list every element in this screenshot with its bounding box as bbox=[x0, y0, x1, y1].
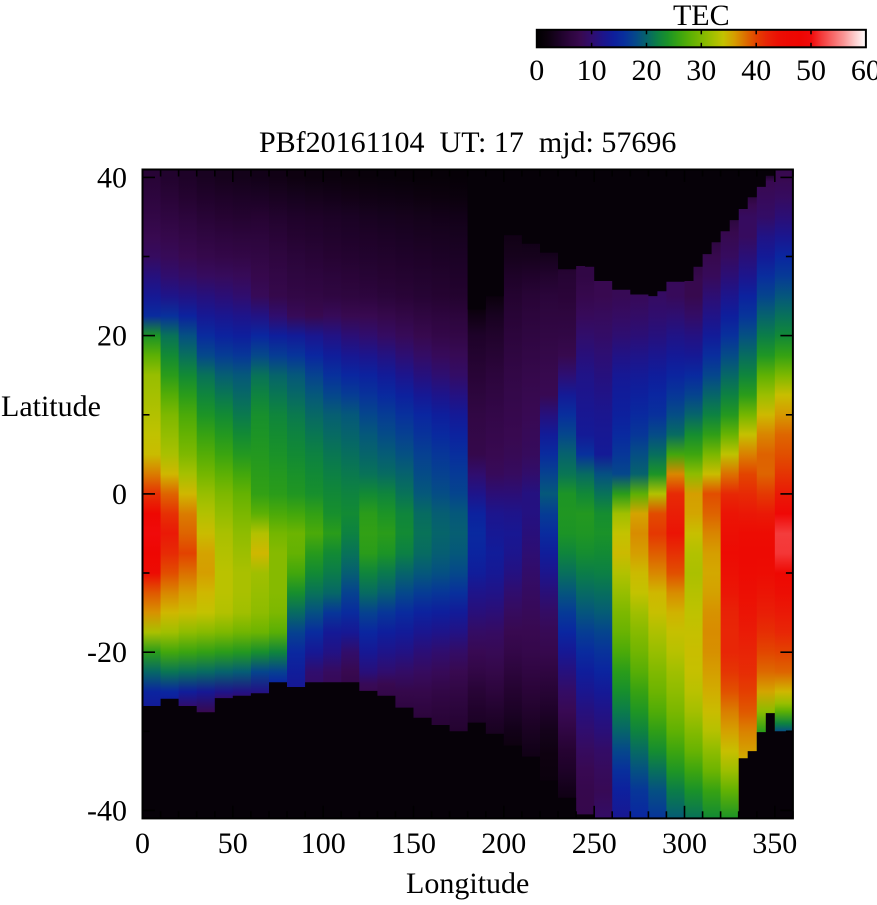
svg-text:300: 300 bbox=[662, 827, 707, 860]
svg-text:100: 100 bbox=[301, 827, 346, 860]
svg-text:-20: -20 bbox=[87, 636, 127, 669]
svg-text:-40: -40 bbox=[87, 794, 127, 827]
svg-text:30: 30 bbox=[686, 54, 716, 87]
svg-text:TEC: TEC bbox=[673, 0, 730, 32]
svg-text:60: 60 bbox=[851, 54, 877, 87]
svg-text:0: 0 bbox=[112, 478, 127, 511]
svg-text:40: 40 bbox=[741, 54, 771, 87]
svg-text:Longitude: Longitude bbox=[406, 867, 529, 900]
svg-text:200: 200 bbox=[481, 827, 526, 860]
svg-text:50: 50 bbox=[796, 54, 826, 87]
svg-text:0: 0 bbox=[135, 827, 150, 860]
svg-text:10: 10 bbox=[577, 54, 607, 87]
svg-text:20: 20 bbox=[97, 320, 127, 353]
svg-text:150: 150 bbox=[391, 827, 436, 860]
svg-text:40: 40 bbox=[97, 161, 127, 194]
svg-text:250: 250 bbox=[572, 827, 617, 860]
svg-text:50: 50 bbox=[218, 827, 248, 860]
svg-text:Latitude: Latitude bbox=[1, 390, 101, 423]
svg-text:20: 20 bbox=[632, 54, 662, 87]
svg-text:PBf20161104 UT: 17 mjd: 5769: PBf20161104 UT: 17 mjd: 57696 bbox=[259, 126, 676, 159]
svg-text:0: 0 bbox=[529, 54, 544, 87]
svg-text:350: 350 bbox=[752, 827, 797, 860]
